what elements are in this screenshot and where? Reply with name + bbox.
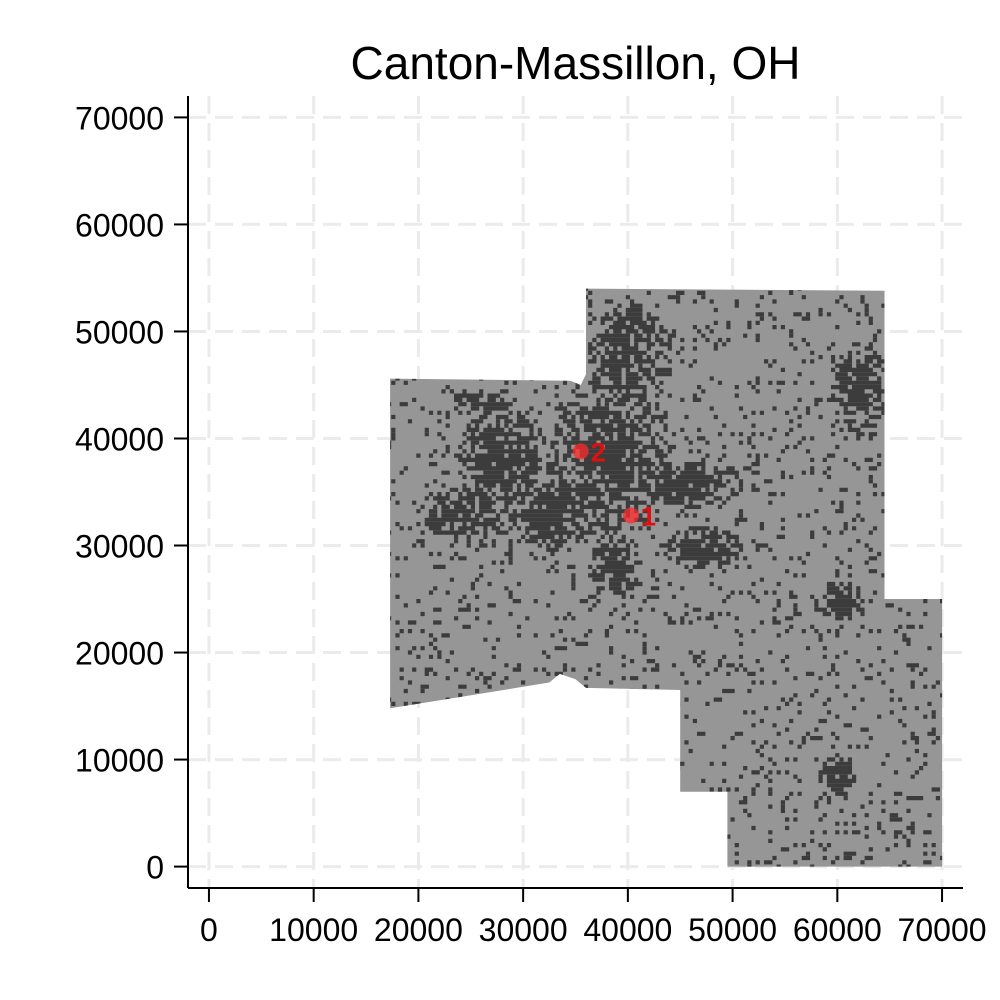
x-tick-label: 60000 (793, 912, 882, 948)
chart-title: Canton-Massillon, OH (350, 37, 801, 89)
y-tick-label: 70000 (75, 100, 164, 136)
y-tick-label: 0 (146, 850, 164, 886)
axes: 0 10000 20000 30000 40000 50000 60000 70000 0 100… (75, 96, 987, 948)
x-tick-label: 40000 (583, 912, 672, 948)
metro-region-area (390, 288, 943, 867)
marked-points: 12 (572, 437, 656, 532)
x-tick-label: 10000 (269, 912, 358, 948)
y-tick-label: 10000 (75, 743, 164, 779)
y-tick-label: 30000 (75, 529, 164, 565)
y-tick-label: 20000 (75, 636, 164, 672)
y-tick-label: 50000 (75, 314, 164, 350)
x-tick-label: 0 (200, 912, 218, 948)
y-tick-label: 60000 (75, 207, 164, 243)
y-tick-label: 40000 (75, 421, 164, 457)
x-tick-label: 30000 (479, 912, 568, 948)
x-tick-label: 70000 (898, 912, 987, 948)
x-tick-label: 50000 (688, 912, 777, 948)
point-label: 2 (591, 437, 606, 467)
point-label: 1 (641, 502, 656, 532)
point-marker (572, 443, 589, 460)
point-marker (623, 507, 640, 524)
x-tick-label: 20000 (374, 912, 463, 948)
